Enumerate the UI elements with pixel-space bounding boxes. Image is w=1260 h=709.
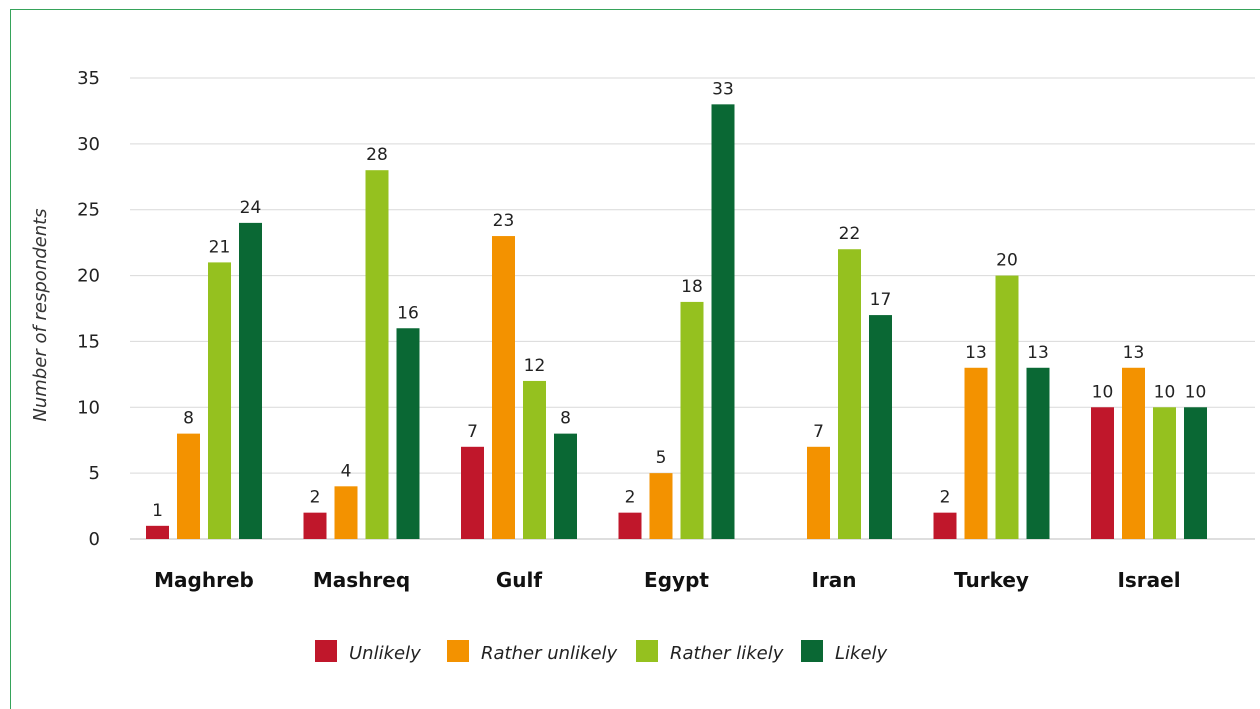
value-label: 33 xyxy=(712,79,734,99)
bar xyxy=(365,170,389,539)
value-label: 2 xyxy=(940,488,951,508)
value-label: 7 xyxy=(467,422,478,442)
bar xyxy=(618,512,642,539)
value-label: 13 xyxy=(1123,343,1145,363)
value-label: 8 xyxy=(560,409,571,429)
value-label: 20 xyxy=(996,251,1018,271)
bar xyxy=(869,315,892,539)
bar xyxy=(396,328,420,539)
legend-item: Likely xyxy=(801,640,888,664)
y-tick-label: 20 xyxy=(77,266,100,287)
bar xyxy=(554,433,577,539)
bar xyxy=(146,525,169,539)
category-labels: Maghreb Mashreq Gulf Egypt Iran Turkey Israel xyxy=(154,568,1180,592)
legend-swatch xyxy=(447,640,469,662)
legend-swatch xyxy=(801,640,823,662)
value-label: 7 xyxy=(813,422,824,442)
bar xyxy=(680,301,704,539)
y-tick-label: 10 xyxy=(77,397,100,418)
bar xyxy=(461,446,484,539)
value-label: 23 xyxy=(493,211,515,231)
legend-label: Rather unlikely xyxy=(481,643,618,664)
value-label: 1 xyxy=(152,501,163,521)
value-label: 17 xyxy=(870,290,892,310)
legend-label: Unlikely xyxy=(349,643,421,664)
legend: Unlikely Rather unlikely Rather likely Like… xyxy=(315,640,888,664)
value-label: 10 xyxy=(1185,382,1207,402)
bar xyxy=(1122,367,1145,539)
value-label: 24 xyxy=(240,198,262,218)
legend-item: Rather unlikely xyxy=(447,640,618,664)
bar xyxy=(1184,407,1207,539)
bar xyxy=(239,222,262,539)
value-label: 12 xyxy=(524,356,546,376)
value-label: 28 xyxy=(366,145,388,165)
legend-swatch xyxy=(315,640,337,662)
bar xyxy=(649,473,673,539)
bar xyxy=(807,446,830,539)
value-label: 13 xyxy=(965,343,987,363)
bar xyxy=(1091,407,1114,539)
value-label: 10 xyxy=(1154,382,1176,402)
category-label: Gulf xyxy=(496,568,543,592)
value-label: 2 xyxy=(310,488,321,508)
bar xyxy=(964,367,988,539)
y-tick-label: 5 xyxy=(89,463,100,484)
legend-swatch xyxy=(636,640,658,662)
value-label: 4 xyxy=(341,461,352,481)
category-label: Egypt xyxy=(644,568,709,592)
value-label: 18 xyxy=(681,277,703,297)
bar xyxy=(995,275,1019,539)
category-label: Maghreb xyxy=(154,568,254,592)
value-label: 8 xyxy=(183,409,194,429)
category-label: Mashreq xyxy=(313,568,410,592)
bar xyxy=(303,512,327,539)
y-tick-label: 25 xyxy=(77,200,100,221)
value-label: 22 xyxy=(839,224,861,244)
y-tick-label: 30 xyxy=(77,134,100,155)
bar xyxy=(1026,367,1050,539)
category-label: Iran xyxy=(811,568,856,592)
y-axis-label: Number of respondents xyxy=(30,208,51,421)
category-label: Israel xyxy=(1117,568,1180,592)
value-label: 2 xyxy=(625,488,636,508)
bar xyxy=(177,433,200,539)
bar xyxy=(1153,407,1176,539)
value-label: 16 xyxy=(397,303,419,323)
value-label: 5 xyxy=(656,448,667,468)
bar xyxy=(838,249,861,539)
y-tick-label: 0 xyxy=(89,529,100,550)
value-label: 13 xyxy=(1027,343,1049,363)
value-label: 10 xyxy=(1092,382,1114,402)
chart-frame xyxy=(10,9,1260,709)
value-label: 21 xyxy=(209,237,231,257)
bar xyxy=(711,104,735,539)
legend-item: Rather likely xyxy=(636,640,784,664)
legend-label: Rather likely xyxy=(670,643,784,664)
y-tick-label: 35 xyxy=(77,68,100,89)
bar xyxy=(492,236,515,540)
bars xyxy=(146,104,1207,540)
legend-label: Likely xyxy=(835,643,888,664)
y-axis-ticks: 0 5 10 15 20 25 30 35 xyxy=(77,68,100,550)
bar xyxy=(334,486,358,539)
bar xyxy=(933,512,957,539)
value-labels: 1821242428167231282518337221721320131013… xyxy=(152,79,1206,520)
legend-item: Unlikely xyxy=(315,640,421,664)
bar xyxy=(208,262,231,539)
category-label: Turkey xyxy=(954,568,1029,592)
y-tick-label: 15 xyxy=(77,331,100,352)
bar xyxy=(523,380,546,539)
